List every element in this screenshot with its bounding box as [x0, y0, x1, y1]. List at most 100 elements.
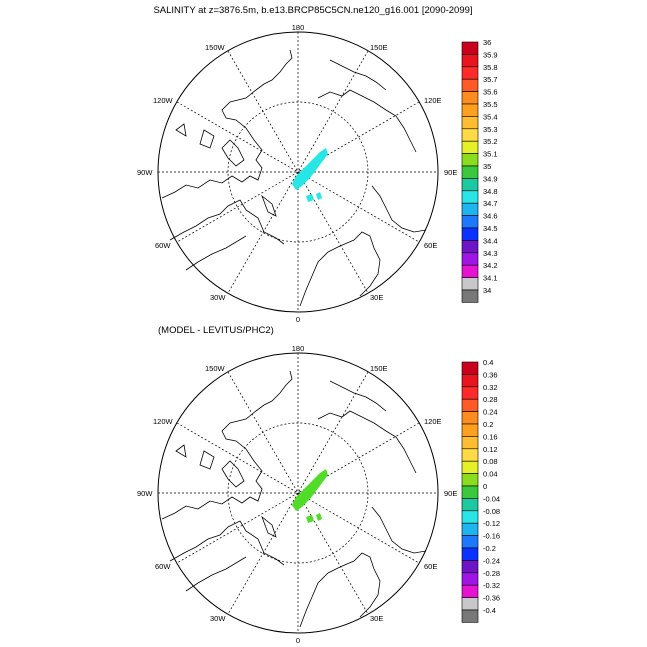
bottom-colorbar-swatch — [461, 448, 479, 462]
top-colorbar-label: 34.1 — [483, 274, 498, 283]
bottom-colorbar-label: 0.36 — [483, 370, 498, 379]
top-colorbar-label: 35.3 — [483, 125, 498, 134]
top-colorbar-swatch — [461, 178, 479, 192]
bottom-colorbar-label: 0.16 — [483, 432, 498, 441]
top-colorbar-label: 34.5 — [483, 224, 498, 233]
top-colorbar: 36 35.9 35.8 35.7 35.6 35.5 35.4 35.3 35.2 35.1 35… — [461, 38, 498, 303]
top-colorbar-swatch — [461, 140, 479, 154]
top-colorbar-label: 34 — [483, 286, 491, 295]
bottom-lon-180: 180 — [292, 344, 305, 353]
bottom-colorbar-swatch — [461, 460, 479, 474]
bottom-colorbar: 0.4 0.36 0.32 0.28 0.24 0.2 0.16 0.12 0.08 0.04 0 -… — [461, 358, 500, 623]
bottom-lon-60w: 60W — [155, 562, 171, 571]
top-colorbar-swatch — [461, 78, 479, 92]
top-colorbar-swatch — [461, 153, 479, 167]
bottom-colorbar-label: -0.16 — [483, 532, 500, 541]
top-colorbar-label: 36 — [483, 38, 491, 47]
bottom-lon-150e: 150E — [370, 364, 388, 373]
top-colorbar-label: 34.4 — [483, 236, 498, 245]
top-colorbar-label: 35.4 — [483, 112, 498, 121]
top-colorbar-swatch — [461, 289, 479, 303]
bottom-colorbar-swatch — [461, 535, 479, 549]
top-lon-150e: 150E — [370, 43, 388, 52]
bottom-map: 180 0 90E 90W 150E 120E 60E 30E 150W 120… — [137, 344, 457, 645]
bottom-colorbar-swatch — [461, 361, 479, 375]
top-colorbar-label: 34.9 — [483, 174, 498, 183]
top-coastlines — [161, 49, 427, 307]
bottom-colorbar-label: -0.08 — [483, 507, 500, 516]
bottom-colorbar-swatch — [461, 547, 479, 561]
top-lon-60e: 60E — [424, 241, 437, 250]
top-colorbar-swatch — [461, 277, 479, 291]
top-colorbar-label: 34.6 — [483, 212, 498, 221]
top-colorbar-label: 35.9 — [483, 50, 498, 59]
top-colorbar-swatch — [461, 215, 479, 229]
bottom-colorbar-swatch — [461, 374, 479, 388]
bottom-colorbar-swatch — [461, 498, 479, 512]
bottom-panel: (MODEL - LEVITUS/PHC2) — [137, 325, 500, 645]
bottom-colorbar-label: 0.08 — [483, 457, 498, 466]
bottom-colorbar-label: -0.32 — [483, 581, 500, 590]
top-colorbar-label: 34.2 — [483, 261, 498, 270]
top-colorbar-swatch — [461, 202, 479, 216]
bottom-colorbar-label: -0.04 — [483, 494, 500, 503]
top-map: 180 0 90E 90W 150E 120E 60E 30E 150W 120… — [137, 23, 457, 324]
top-lon-180: 180 — [292, 23, 305, 32]
bottom-colorbar-swatch — [461, 436, 479, 450]
top-colorbar-label: 34.8 — [483, 187, 498, 196]
bottom-colorbar-label: 0.04 — [483, 470, 498, 479]
bottom-lon-150w: 150W — [205, 364, 226, 373]
top-colorbar-swatch — [461, 116, 479, 130]
top-colorbar-swatch — [461, 54, 479, 68]
top-colorbar-label: 34.3 — [483, 249, 498, 258]
top-panel: SALINITY at z=3876.5m, b.e13.BRCP85C5CN.… — [137, 5, 498, 324]
top-lon-120e: 120E — [424, 96, 442, 105]
bottom-colorbar-swatch — [461, 386, 479, 400]
top-colorbar-label: 35.8 — [483, 63, 498, 72]
top-lon-90w: 90W — [137, 168, 153, 177]
bottom-colorbar-swatch — [461, 522, 479, 536]
top-salinity-field — [292, 148, 328, 202]
top-colorbar-swatch — [461, 227, 479, 241]
top-colorbar-label: 35.7 — [483, 75, 498, 84]
bottom-colorbar-label: -0.2 — [483, 544, 496, 553]
top-meridians — [158, 32, 438, 312]
bottom-colorbar-swatch — [461, 510, 479, 524]
top-lon-30w: 30W — [210, 293, 226, 302]
bottom-colorbar-label: -0.28 — [483, 569, 500, 578]
bottom-lon-30w: 30W — [210, 614, 226, 623]
bottom-colorbar-swatch — [461, 423, 479, 437]
bottom-colorbar-label: -0.36 — [483, 594, 500, 603]
bottom-colorbar-swatch — [461, 473, 479, 487]
bottom-coastlines — [161, 370, 427, 628]
bottom-colorbar-swatch — [461, 411, 479, 425]
bottom-colorbar-swatch — [461, 572, 479, 586]
bottom-colorbar-swatch — [461, 398, 479, 412]
top-colorbar-label: 35.6 — [483, 88, 498, 97]
bottom-colorbar-label: -0.4 — [483, 606, 496, 615]
bottom-lon-120w: 120W — [153, 417, 174, 426]
top-lon-0: 0 — [296, 315, 300, 324]
bottom-lon-90e: 90E — [444, 489, 457, 498]
top-lon-90e: 90E — [444, 168, 457, 177]
bottom-colorbar-label: 0.4 — [483, 358, 493, 367]
top-colorbar-label: 35.5 — [483, 100, 498, 109]
top-colorbar-swatch — [461, 103, 479, 117]
bottom-lon-90w: 90W — [137, 489, 153, 498]
top-panel-title: SALINITY at z=3876.5m, b.e13.BRCP85C5CN.… — [153, 5, 472, 16]
top-colorbar-label: 35 — [483, 162, 491, 171]
bottom-lon-120e: 120E — [424, 417, 442, 426]
bottom-colorbar-label: -0.24 — [483, 556, 500, 565]
top-colorbar-swatch — [461, 252, 479, 266]
bottom-colorbar-label: 0.12 — [483, 445, 498, 454]
top-colorbar-swatch — [461, 66, 479, 80]
bottom-colorbar-label: -0.12 — [483, 519, 500, 528]
bottom-lon-0: 0 — [296, 636, 300, 645]
bottom-colorbar-swatch — [461, 584, 479, 598]
top-colorbar-swatch — [461, 190, 479, 204]
bottom-colorbar-label: 0.28 — [483, 395, 498, 404]
top-lon-120w: 120W — [153, 96, 174, 105]
top-colorbar-swatch — [461, 91, 479, 105]
top-colorbar-swatch — [461, 240, 479, 254]
top-colorbar-label: 34.7 — [483, 199, 498, 208]
